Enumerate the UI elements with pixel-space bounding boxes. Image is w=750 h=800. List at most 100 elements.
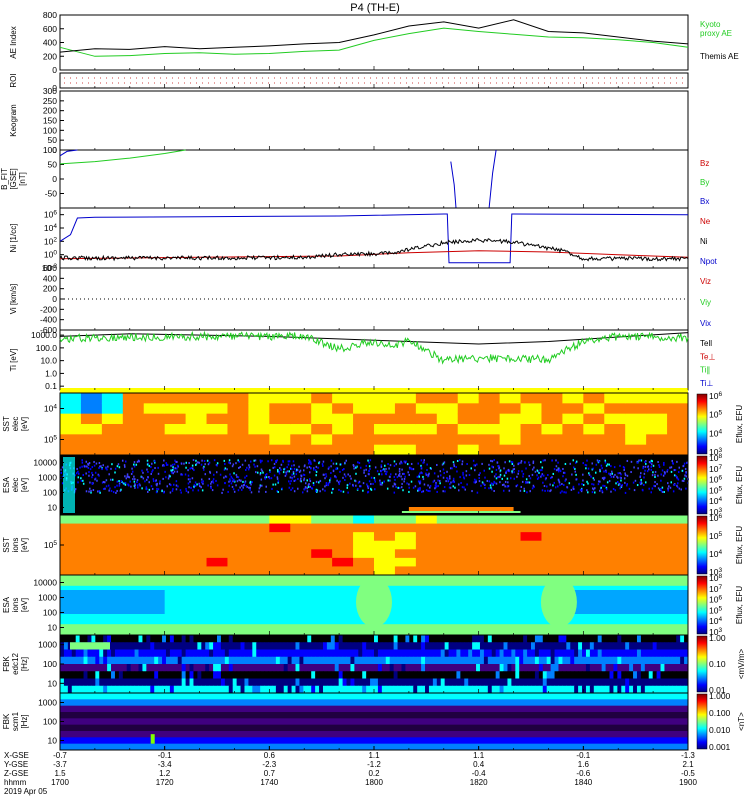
fbk-elec-cell xyxy=(613,685,618,694)
fbk-elec-cell xyxy=(205,649,210,658)
esa-elec-pixel xyxy=(422,461,424,464)
esa-elec-pixel xyxy=(136,460,139,463)
fbk-elec-cell xyxy=(511,649,516,658)
spectrogram-cell xyxy=(604,557,626,567)
fbk-elec-cell xyxy=(181,664,187,672)
fbk-elec-cell xyxy=(381,678,387,687)
fbk-elec-cell xyxy=(574,642,579,650)
esa-elec-pixel xyxy=(93,460,95,463)
esa-elec-pixel xyxy=(248,464,250,467)
fbk-elec-cell xyxy=(460,671,465,679)
fbk-elec-cell xyxy=(585,642,591,650)
spectrogram-cell xyxy=(478,557,501,567)
esa-elec-pixel xyxy=(455,466,457,469)
panel-frame xyxy=(59,14,689,71)
fbk-elec-cell xyxy=(456,656,461,665)
y-tick-label: 104 xyxy=(44,404,57,414)
esa-elec-pixel xyxy=(197,461,199,464)
esa-elec-pixel xyxy=(605,470,607,473)
fbk-elec-cell xyxy=(680,671,685,679)
fbk-elec-cell xyxy=(287,671,293,679)
esa-elec-pixel xyxy=(368,480,371,483)
esa-elec-pixel xyxy=(146,463,149,466)
esa-elec-pixel xyxy=(472,459,475,462)
fbk-elec-cell xyxy=(487,649,493,658)
esa-elec-pixel xyxy=(151,487,154,490)
fbk-elec-cell xyxy=(291,685,296,694)
esa-elec-pixel xyxy=(310,467,312,470)
fbk-elec-cell xyxy=(644,649,650,658)
esa-elec-pixel xyxy=(420,466,423,469)
esa-elec-pixel xyxy=(80,479,83,482)
spectrogram-cell xyxy=(394,549,417,559)
esa-elec-pixel xyxy=(596,459,599,462)
esa-elec-pixel xyxy=(420,464,422,467)
fbk-elec-cell xyxy=(452,642,457,650)
fbk-elec-cell xyxy=(672,635,677,643)
esa-elec-pixel xyxy=(551,459,553,462)
esa-elec-pixel xyxy=(557,468,559,471)
esa-elec-pixel xyxy=(81,465,83,468)
spectrogram-cell xyxy=(562,549,584,559)
fbk-elec-cell xyxy=(236,649,242,658)
esa-elec-pixel xyxy=(404,461,407,464)
fbk-elec-cell xyxy=(582,649,587,658)
fbk-elec-cell xyxy=(531,649,536,658)
fbk-elec-cell xyxy=(381,649,387,658)
fbk-elec-cell xyxy=(464,656,469,665)
esa-elec-pixel xyxy=(232,463,235,466)
fbk-elec-cell xyxy=(165,678,171,687)
esa-elec-pixel xyxy=(592,477,595,480)
esa-elec-pixel xyxy=(353,465,355,468)
fbk-elec-cell xyxy=(515,685,520,694)
fbk-elec-cell xyxy=(362,664,367,672)
esa-elec-pixel xyxy=(661,469,664,472)
y-axis-label: ROI xyxy=(9,73,18,87)
fbk-elec-cell xyxy=(425,685,430,694)
fbk-elec-cell xyxy=(589,656,595,665)
esa-elec-pixel xyxy=(201,459,203,462)
fbk-elec-cell xyxy=(421,635,426,643)
spectrogram-cell xyxy=(478,566,501,576)
fbk-elec-cell xyxy=(405,671,410,679)
fbk-elec-cell xyxy=(213,678,218,687)
fbk-elec-cell xyxy=(428,671,434,679)
fbk-elec-cell xyxy=(507,678,512,687)
fbk-elec-cell xyxy=(232,671,238,679)
fbk-elec-cell xyxy=(676,671,681,679)
esa-elec-pixel xyxy=(569,462,572,465)
esa-elec-pixel xyxy=(148,488,151,491)
colorbar-tick: 1.00 xyxy=(709,633,726,643)
series-ti- xyxy=(59,330,689,365)
esa-elec-pixel xyxy=(445,480,447,483)
fbk-elec-cell xyxy=(138,685,143,694)
fbk-elec-cell xyxy=(185,649,191,658)
colorbar-tick: 107 xyxy=(709,464,722,474)
fbk-elec-cell xyxy=(209,642,214,650)
y-axis-label: Ni [1/cc] xyxy=(9,224,18,253)
fbk-elec-cell xyxy=(185,671,191,679)
spectrogram-cell xyxy=(499,549,522,559)
esa-elec-pixel xyxy=(256,465,259,468)
esa-elec-pixel xyxy=(306,490,309,493)
esa-elec-pixel xyxy=(473,481,476,484)
esa-elec-pixel xyxy=(165,463,168,466)
fbk-elec-cell xyxy=(597,649,603,658)
fbk-elec-cell xyxy=(248,656,253,665)
esa-elec-pixel xyxy=(434,484,437,487)
spectrogram-cell xyxy=(290,515,312,525)
fbk-elec-cell xyxy=(150,635,155,643)
fbk-elec-cell xyxy=(350,656,355,665)
fbk-elec-cell xyxy=(405,664,410,672)
spectrogram-cell xyxy=(164,413,187,425)
fbk-elec-cell xyxy=(566,685,571,694)
fbk-elec-cell xyxy=(103,635,108,643)
spectrogram-cell xyxy=(227,393,249,404)
fbk-elec-cell xyxy=(456,685,461,694)
esa-elec-pixel xyxy=(249,486,251,489)
esa-elec-pixel xyxy=(193,469,195,472)
fbk-elec-cell xyxy=(672,664,677,672)
esa-elec-pixel xyxy=(134,484,136,487)
esa-elec-pixel xyxy=(541,466,544,469)
esa-elec-pixel xyxy=(282,459,284,462)
